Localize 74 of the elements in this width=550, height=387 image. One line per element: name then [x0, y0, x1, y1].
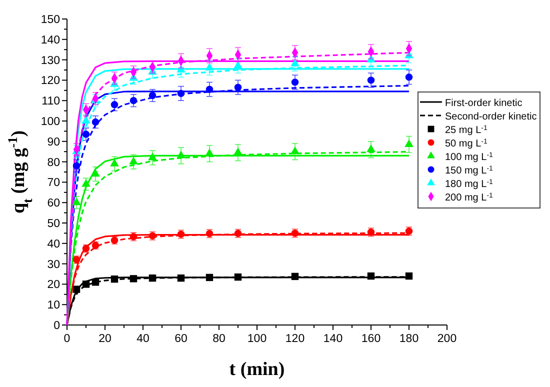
point	[405, 74, 413, 81]
x-tick-label: 180	[399, 333, 419, 345]
y-tick-label: 100	[40, 116, 60, 128]
point	[130, 96, 138, 104]
point	[82, 116, 90, 124]
x-tick-label: 140	[323, 333, 343, 345]
y-tick-label: 80	[47, 156, 60, 169]
legend-label: 50 mg L$^{-1}$	[445, 138, 488, 150]
point	[234, 148, 242, 156]
point	[129, 156, 138, 164]
point	[148, 152, 157, 160]
y-tick-label: 110	[42, 96, 60, 108]
point	[405, 272, 413, 280]
y-tick-label: 0	[54, 320, 60, 332]
point	[367, 76, 375, 84]
point	[206, 274, 214, 282]
x-axis-title: t (min)	[229, 359, 285, 380]
x-tick-label: 40	[136, 333, 150, 345]
point	[148, 92, 156, 100]
point	[92, 118, 100, 126]
point	[234, 273, 242, 281]
point	[110, 158, 119, 166]
point	[177, 90, 185, 98]
point	[110, 276, 118, 283]
x-tick-label: 200	[437, 333, 457, 345]
point	[82, 280, 90, 288]
y-tick-label: 10	[47, 300, 60, 312]
point	[205, 62, 214, 71]
point	[366, 144, 376, 152]
y-tick-label: 150	[40, 14, 60, 26]
legend-label: 25 mg L$^{-1}$	[445, 124, 488, 136]
y-tick-label: 130	[40, 54, 60, 67]
point	[177, 274, 185, 282]
point	[234, 84, 242, 91]
point	[72, 286, 80, 293]
legend-label: 200 mg L$^{-1}$	[445, 192, 494, 204]
y-tick-label: 120	[40, 75, 60, 88]
x-tick-label: 160	[361, 333, 381, 345]
point	[148, 274, 156, 282]
legend-label: Second-order kinetic	[445, 112, 537, 122]
x-tick-label: 20	[98, 333, 112, 345]
point	[290, 146, 300, 154]
y-tick-label: 60	[47, 198, 60, 210]
x-tick-label: 0	[64, 333, 70, 345]
y-tick-label: 30	[47, 258, 60, 271]
legend-label: 100 mg L$^{-1}$	[445, 152, 494, 163]
y-tick-label: 70	[47, 177, 60, 190]
point	[367, 272, 375, 280]
point	[110, 101, 118, 108]
point	[72, 162, 80, 170]
point	[291, 78, 299, 86]
point	[291, 272, 299, 280]
point	[176, 150, 186, 158]
point	[82, 130, 90, 138]
y-tick-label: 140	[40, 34, 60, 46]
point	[130, 275, 138, 282]
point	[234, 60, 242, 68]
x-tick-label: 80	[212, 333, 226, 345]
point	[206, 86, 214, 94]
y-tick-label: 90	[47, 136, 60, 148]
y-tick-label: 40	[47, 238, 60, 250]
y-tick-label: 20	[47, 279, 60, 292]
x-tick-label: 100	[247, 333, 267, 345]
y-tick-label: 50	[47, 218, 60, 230]
legend-label: 150 mg L$^{-1}$	[445, 165, 494, 176]
point	[72, 198, 81, 206]
point	[404, 139, 414, 148]
x-tick-label: 120	[285, 333, 305, 345]
point	[290, 58, 300, 66]
point	[82, 179, 90, 187]
legend-label: First-order kinetic	[445, 98, 522, 109]
legend-label: 180 mg L$^{-1}$	[445, 178, 494, 190]
x-tick-label: 60	[174, 333, 188, 345]
point	[92, 278, 100, 286]
